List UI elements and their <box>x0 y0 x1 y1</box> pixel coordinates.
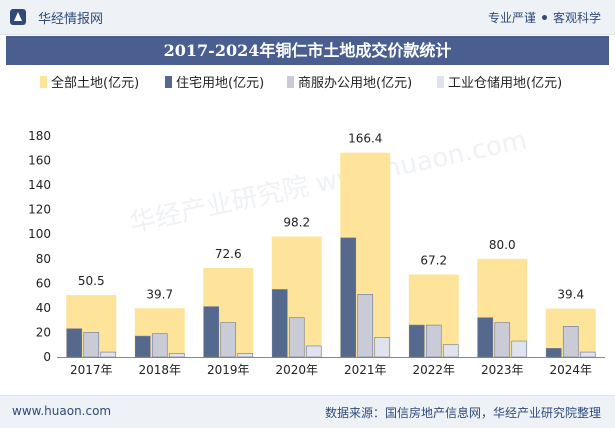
residential-bar <box>134 335 151 358</box>
commercial-bar <box>425 324 442 358</box>
chart-title: 2017-2024年铜仁市土地成交价款统计 <box>163 41 452 60</box>
x-tick-label: 2023年 <box>481 363 524 377</box>
legend-item-industrial: 工业仓储用地(亿元) <box>437 72 562 91</box>
industrial-bar <box>305 345 322 358</box>
total-value-label: 166.4 <box>348 132 382 146</box>
legend-item-residential: 住宅用地(亿元) <box>165 72 264 91</box>
commercial-bar <box>562 326 579 358</box>
axis-layer: 0 20 40 60 80 100 120 140 160 180 <box>28 129 605 364</box>
x-tick-label: 2022年 <box>412 363 455 377</box>
footer-source: 数据来源：国信房地产信息网，华经产业研究院整理 <box>324 406 601 420</box>
legend-item-total: 全部土地(亿元) <box>40 72 139 91</box>
legend-label-residential: 住宅用地(亿元) <box>176 76 265 91</box>
industrial-bar <box>511 340 528 358</box>
commercial-bar <box>288 317 305 358</box>
watermark-text: 华经产业研究院 www.huaon.com <box>127 125 529 239</box>
footer-site-link[interactable]: www.huaon.com <box>12 404 112 418</box>
bar-layer <box>66 152 596 358</box>
residential-bar <box>477 317 494 358</box>
chart-title-bar: 2017-2024年铜仁市土地成交价款统计 <box>6 36 609 65</box>
y-tick-label: 60 <box>36 276 51 290</box>
total-bar <box>66 294 117 357</box>
y-tick-label: 100 <box>28 227 51 241</box>
residential-bar <box>340 237 357 358</box>
industrial-bar <box>579 351 596 358</box>
total-bar <box>477 258 528 357</box>
brand-name: 华经情报网 <box>38 12 104 27</box>
commercial-bar <box>220 322 237 358</box>
top-banner: 华经情报网 专业严谨 客观科学 <box>0 0 615 35</box>
y-tick-label: 140 <box>28 178 51 192</box>
legend-label-commercial: 商服办公用地(亿元) <box>298 76 413 91</box>
total-bar <box>408 274 459 357</box>
total-value-label: 80.0 <box>489 238 516 252</box>
y-tick-label: 40 <box>36 301 51 315</box>
legend-swatch-residential <box>165 76 172 88</box>
chart-legend: 全部土地(亿元) 住宅用地(亿元) 商服办公用地(亿元) 工业仓储用地(亿元) <box>0 72 615 92</box>
total-value-label: 50.5 <box>78 274 105 288</box>
industrial-bar <box>100 351 117 358</box>
total-bar <box>271 236 322 357</box>
slogan-left: 专业严谨 <box>487 11 536 25</box>
total-value-label: 98.2 <box>283 215 310 229</box>
y-tick-label: 20 <box>36 325 51 339</box>
total-value-label: 72.6 <box>215 247 242 261</box>
legend-swatch-industrial <box>437 76 444 88</box>
huajing-logo-icon <box>10 9 26 25</box>
y-tick-label: 0 <box>43 350 51 364</box>
legend-item-commercial: 商服办公用地(亿元) <box>287 72 412 91</box>
industrial-bar <box>442 344 459 358</box>
total-value-label: 39.7 <box>146 287 173 301</box>
total-bar <box>134 308 185 357</box>
commercial-bar <box>357 294 374 358</box>
x-tick-label: 2017年 <box>70 363 113 377</box>
slogan: 专业严谨 客观科学 <box>488 9 601 26</box>
footer-bar: www.huaon.com 数据来源：国信房地产信息网，华经产业研究院整理 <box>0 395 615 428</box>
legend-label-total: 全部土地(亿元) <box>51 76 140 91</box>
industrial-bar <box>374 337 391 358</box>
industrial-bar <box>168 353 185 358</box>
y-tick-label: 80 <box>36 252 51 266</box>
slogan-right: 客观科学 <box>552 11 601 25</box>
commercial-bar <box>494 322 511 358</box>
y-tick-label: 180 <box>28 129 51 143</box>
residential-bar <box>408 324 425 358</box>
y-tick-label: 120 <box>28 203 51 217</box>
total-value-label: 39.4 <box>557 288 584 302</box>
commercial-bar <box>83 332 100 358</box>
residential-bar <box>203 306 220 358</box>
legend-label-industrial: 工业仓储用地(亿元) <box>448 76 563 91</box>
residential-bar <box>545 348 562 358</box>
commercial-bar <box>151 333 168 358</box>
x-tick-label: 2018年 <box>138 363 181 377</box>
separator-dot-icon <box>541 15 547 20</box>
legend-swatch-commercial <box>287 76 294 88</box>
x-tick-label: 2021年 <box>344 363 387 377</box>
residential-bar <box>271 289 288 358</box>
total-bar <box>203 267 254 357</box>
total-bar <box>545 308 596 357</box>
residential-bar <box>66 328 83 358</box>
legend-swatch-total <box>40 76 47 88</box>
total-bar <box>340 152 391 357</box>
x-tick-label: 2020年 <box>275 363 318 377</box>
y-tick-label: 160 <box>28 154 51 168</box>
x-tick-label: 2019年 <box>207 363 250 377</box>
x-tick-label: 2024年 <box>549 363 592 377</box>
total-value-label: 67.2 <box>420 253 447 267</box>
industrial-bar <box>237 353 254 358</box>
label-layer: 50.5 2017年 39.7 2018年 72.6 2019年 98.2 2020年 166.… <box>70 132 592 377</box>
